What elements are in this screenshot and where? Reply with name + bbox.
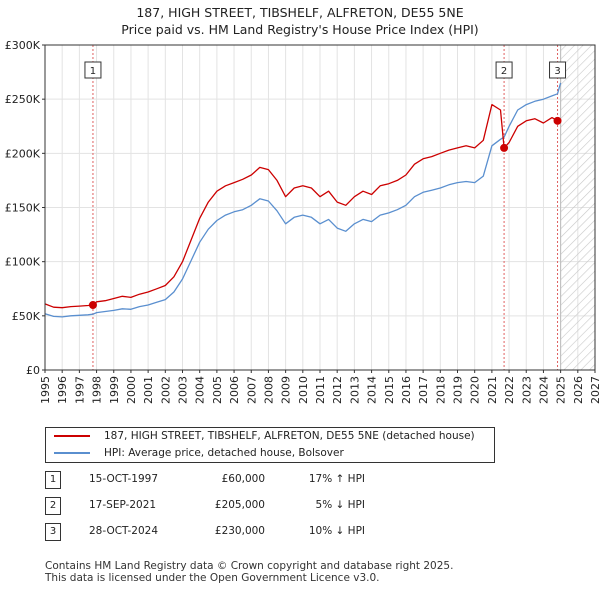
sale-price: £205,000 (214, 499, 265, 511)
sale-date: 15-OCT-1997 (89, 473, 158, 485)
hpi-line (44, 82, 562, 318)
footer-line2: This data is licensed under the Open Gov… (45, 571, 380, 584)
sale-label-number: 1 (90, 66, 96, 77)
x-tick-label: 2001 (142, 376, 155, 404)
sale-label-box (84, 61, 102, 79)
y-tick-label: £0 (26, 364, 40, 377)
x-tick-label: 2012 (331, 376, 344, 404)
x-tick-label: 2025 (555, 376, 568, 404)
x-tick-label: 2005 (211, 376, 224, 404)
sale-label-box (549, 61, 567, 79)
chart-title: 187, HIGH STREET, TIBSHELF, ALFRETON, DE… (0, 4, 600, 38)
sale-date: 17-SEP-2021 (89, 499, 157, 511)
chart-legend: 187, HIGH STREET, TIBSHELF, ALFRETON, DE… (45, 427, 495, 463)
x-tick-label: 2018 (434, 376, 447, 404)
sale-marker-badge: 2 (45, 497, 61, 515)
sale-label-box (495, 61, 513, 79)
x-tick-label: 2022 (503, 376, 516, 404)
sale-point (553, 116, 562, 125)
legend-item-hpi: HPI: Average price, detached house, Bols… (54, 445, 344, 461)
legend-item-property: 187, HIGH STREET, TIBSHELF, ALFRETON, DE… (54, 428, 475, 444)
legend-label-hpi: HPI: Average price, detached house, Bols… (104, 447, 344, 459)
x-tick-label: 2027 (589, 376, 600, 404)
y-tick-label: £250K (5, 93, 41, 106)
legend-line-blue (54, 452, 90, 454)
x-tick-label: 1999 (108, 376, 121, 404)
sale-price: £230,000 (214, 525, 265, 537)
x-tick-label: 2023 (520, 376, 533, 404)
x-tick-label: 2010 (297, 376, 310, 404)
x-tick-label: 2007 (245, 376, 258, 404)
y-tick-label: £50K (12, 310, 41, 323)
y-tick-label: £100K (5, 256, 41, 269)
x-tick-label: 2000 (125, 376, 138, 404)
footer-attribution: Contains HM Land Registry data © Crown c… (45, 560, 454, 584)
sale-point (88, 301, 97, 309)
property-price-line (44, 103, 561, 309)
x-tick-label: 2024 (537, 376, 550, 404)
x-tick-label: 2003 (177, 376, 190, 404)
x-tick-label: 2021 (486, 376, 499, 404)
sale-price: £60,000 (221, 473, 265, 485)
x-tick-label: 2020 (469, 376, 482, 404)
x-tick-label: 1995 (39, 376, 52, 404)
sale-marker-badge: 3 (45, 523, 61, 541)
footer-line1: Contains HM Land Registry data © Crown c… (45, 560, 454, 572)
legend-label-property: 187, HIGH STREET, TIBSHELF, ALFRETON, DE… (104, 430, 475, 442)
chart-title-line1: 187, HIGH STREET, TIBSHELF, ALFRETON, DE… (136, 5, 464, 20)
x-tick-label: 2002 (159, 376, 172, 404)
sale-point (500, 143, 509, 152)
sale-marker-badge: 1 (45, 471, 61, 489)
future-hatch-region (560, 44, 596, 371)
x-tick-label: 2008 (262, 376, 275, 404)
x-tick-label: 1996 (56, 376, 69, 404)
y-tick-label: £300K (5, 39, 41, 52)
x-tick-label: 2006 (228, 376, 241, 404)
x-tick-label: 2019 (452, 376, 465, 404)
sale-label-number: 2 (501, 66, 507, 77)
sale-label-number: 3 (554, 66, 560, 77)
x-tick-label: 2017 (417, 376, 430, 404)
y-tick-label: £150K (5, 202, 41, 215)
sale-hpi-diff: 17% ↑ HPI (308, 473, 365, 485)
x-tick-label: 2016 (400, 376, 413, 404)
x-tick-label: 1997 (73, 376, 86, 404)
chart-title-line2: Price paid vs. HM Land Registry's House … (121, 22, 479, 37)
sale-hpi-diff: 10% ↓ HPI (308, 525, 365, 537)
x-tick-label: 2014 (366, 376, 379, 404)
x-tick-label: 2004 (194, 376, 207, 404)
sale-date: 28-OCT-2024 (89, 525, 158, 537)
x-tick-label: 2026 (572, 376, 585, 404)
x-tick-label: 2015 (383, 376, 396, 404)
y-tick-label: £200K (5, 147, 41, 160)
x-tick-label: 1998 (91, 376, 104, 404)
legend-line-red (54, 435, 90, 437)
x-tick-label: 2009 (280, 376, 293, 404)
x-tick-label: 2011 (314, 376, 327, 404)
x-tick-label: 2013 (348, 376, 361, 404)
price-chart: 1 2 3 £0 £50K £100K £150K £200K £250K £300K 1995 1… (5, 39, 600, 404)
sale-hpi-diff: 5% ↓ HPI (315, 499, 365, 511)
